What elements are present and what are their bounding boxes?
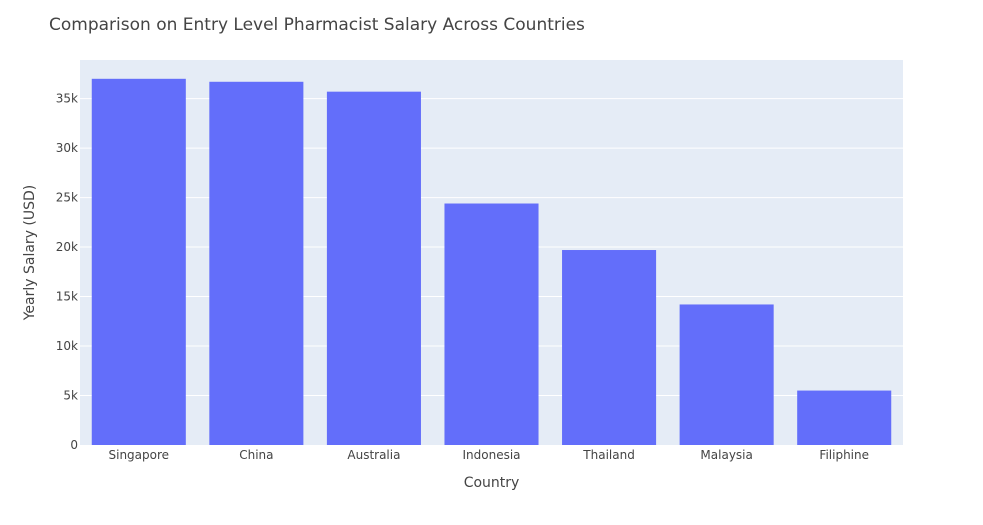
bar-china[interactable] — [209, 81, 304, 446]
x-tick-label: Thailand — [582, 448, 635, 462]
bar-thailand[interactable] — [562, 250, 657, 445]
x-tick-label: Malaysia — [700, 448, 752, 462]
x-axis-label: Country — [464, 475, 520, 491]
y-tick-label: 20k — [56, 240, 78, 254]
x-tick-label: Indonesia — [462, 448, 520, 462]
bars — [91, 78, 892, 446]
y-tick-label: 0 — [70, 438, 78, 452]
y-tick-label: 5k — [63, 389, 78, 403]
chart-title: Comparison on Entry Level Pharmacist Sal… — [49, 15, 585, 35]
y-tick-label: 10k — [56, 339, 78, 353]
bar-indonesia[interactable] — [444, 203, 539, 445]
x-tick-label: China — [239, 448, 273, 462]
y-axis-label: Yearly Salary (USD) — [22, 185, 38, 322]
bar-australia[interactable] — [326, 91, 421, 445]
bar-filiphine[interactable] — [797, 390, 892, 445]
x-tick-labels: Singapore China Australia Indonesia Thailand… — [109, 448, 869, 462]
bar-singapore[interactable] — [91, 78, 186, 445]
y-tick-label: 30k — [56, 141, 78, 155]
y-tick-label: 25k — [56, 191, 78, 205]
x-tick-label: Australia — [347, 448, 400, 462]
y-tick-label: 15k — [56, 290, 78, 304]
x-tick-label: Filiphine — [819, 448, 869, 462]
y-tick-labels: 0 5k 10k 15k 20k 25k 30k 35k — [56, 92, 78, 452]
x-tick-label: Singapore — [109, 448, 170, 462]
y-tick-label: 35k — [56, 92, 78, 106]
bar-malaysia[interactable] — [679, 304, 774, 445]
